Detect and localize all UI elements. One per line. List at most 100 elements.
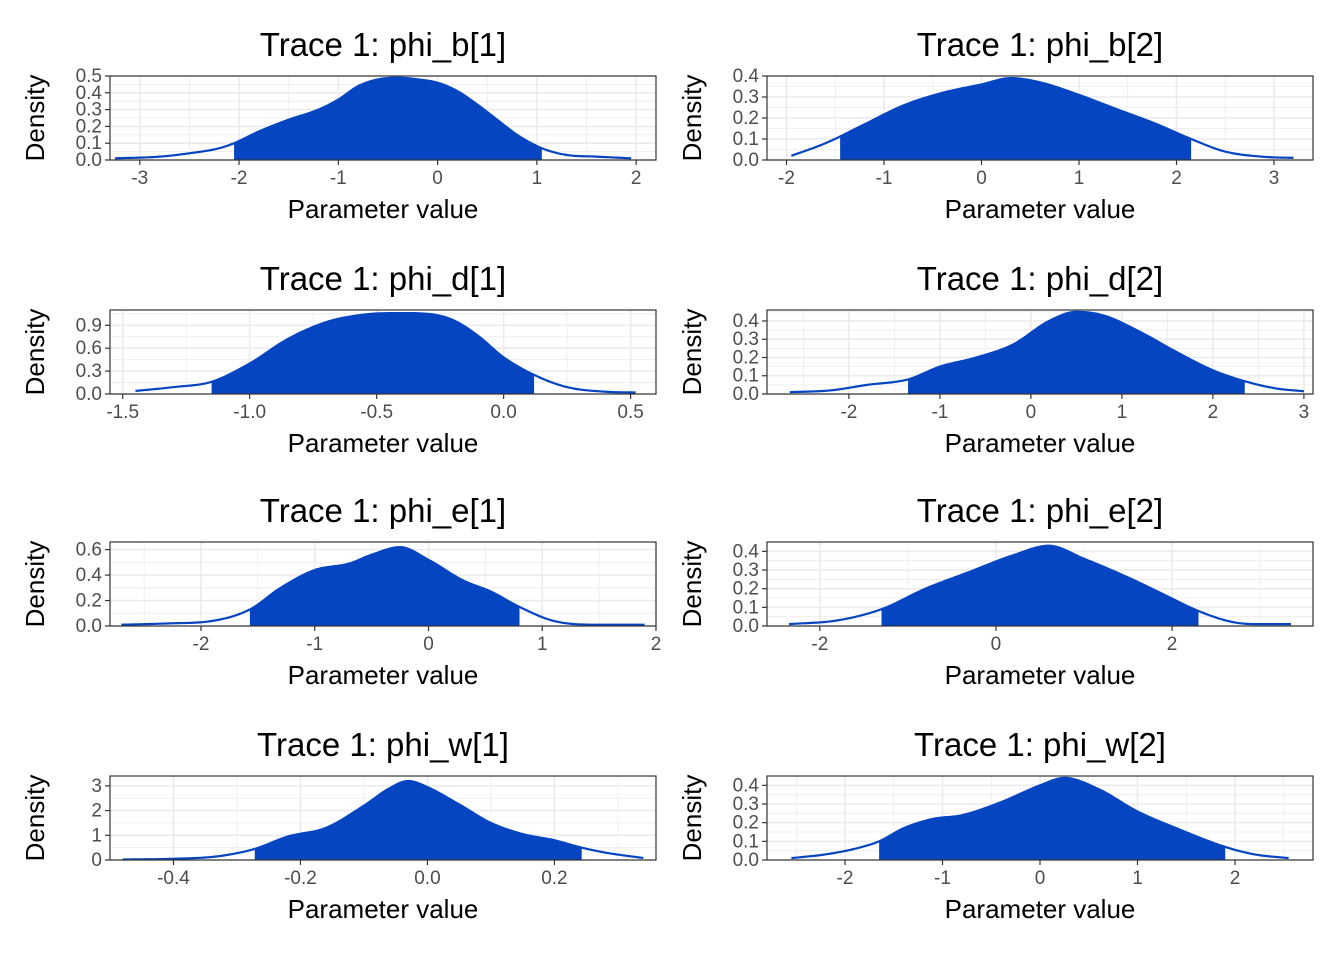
credible-interval-area [908, 311, 1245, 394]
y-axis-title: Density [677, 541, 707, 628]
x-tick-label: 2 [651, 634, 662, 655]
y-axis-title: Density [677, 775, 707, 862]
panel-title: Trace 1: phi_w[1] [257, 726, 509, 763]
y-tick-label: 2 [91, 801, 102, 822]
x-tick-label: 1 [537, 634, 548, 655]
x-tick-label: 1 [532, 168, 543, 189]
x-tick-label: 0.2 [541, 868, 567, 889]
y-tick-label: 0.2 [733, 108, 759, 129]
x-tick-label: -2 [193, 634, 210, 655]
y-axis-title: Density [20, 75, 50, 162]
x-axis-title: Parameter value [288, 660, 479, 690]
x-tick-label: -0.2 [284, 868, 317, 889]
y-tick-label: 0.6 [76, 338, 102, 359]
x-tick-label: -1 [876, 168, 893, 189]
x-tick-label: 2 [631, 168, 642, 189]
x-tick-label: -1 [931, 402, 948, 423]
density-line [791, 776, 1289, 860]
density-line [121, 545, 645, 626]
credible-interval-area [211, 313, 535, 394]
x-tick-label: 1 [1132, 868, 1143, 889]
x-tick-label: -0.4 [157, 868, 190, 889]
y-tick-label: 0.3 [76, 100, 102, 121]
panel-border [766, 309, 1314, 395]
density-panel: Trace 1: phi_w[1] -0.4 -0.2 0.0 0.2 0 1 2 3 Param… [20, 726, 657, 924]
y-tick-label: 0.3 [733, 87, 759, 108]
x-tick-label: -1 [330, 168, 347, 189]
x-tick-label: 0 [991, 634, 1002, 655]
panel-title: Trace 1: phi_e[2] [917, 492, 1163, 529]
x-tick-label: 3 [1269, 168, 1280, 189]
y-tick-label: 0.1 [733, 366, 759, 387]
credible-interval-area [881, 545, 1199, 626]
x-tick-label: 0 [423, 634, 434, 655]
y-tick-label: 0.4 [733, 775, 760, 796]
density-line [788, 544, 1291, 626]
x-tick-label: -1 [306, 634, 323, 655]
y-tick-label: 0.2 [76, 116, 102, 137]
y-tick-label: 0.1 [733, 129, 759, 150]
x-tick-label: -1.5 [106, 402, 139, 423]
density-panel: Trace 1: phi_b[1]-3 -2 -1 0 1 20.00.10.20.30.… [20, 26, 657, 224]
x-tick-label: 1 [1117, 402, 1128, 423]
y-axis-title: Density [20, 541, 50, 628]
y-axis-title: Density [677, 309, 707, 396]
panel-border [766, 541, 1314, 627]
y-tick-label: 0.6 [76, 540, 102, 561]
x-tick-label: -2 [778, 168, 795, 189]
x-tick-label: 2 [1171, 168, 1182, 189]
x-tick-label: -1 [934, 868, 951, 889]
y-tick-label: 0 [91, 850, 102, 871]
y-tick-label: 0.3 [76, 361, 102, 382]
x-tick-label: 0.5 [617, 402, 643, 423]
y-axis-title: Density [677, 75, 707, 162]
density-panel: Trace 1: phi_b[2] -2 -1 0 1 2 3 0.00.10.20.30.4… [677, 26, 1314, 224]
x-axis-title: Parameter value [288, 894, 479, 924]
panel-border [109, 309, 657, 395]
x-tick-label: -3 [131, 168, 148, 189]
y-tick-label: 0.9 [76, 315, 102, 336]
panel-title: Trace 1: phi_d[2] [917, 260, 1163, 297]
x-tick-label: 0 [1026, 402, 1037, 423]
density-panel: Trace 1: phi_e[2] -2 0 2 0.00.10.20.30.4 Para… [677, 492, 1314, 690]
x-tick-label: 2 [1230, 868, 1241, 889]
y-tick-label: 0.1 [76, 133, 102, 154]
y-tick-label: 0.2 [76, 591, 102, 612]
x-tick-label: 0.0 [414, 868, 440, 889]
x-tick-label: 0 [432, 168, 443, 189]
density-panel: Trace 1: phi_d[1]-1.5 -1.0 -0.5 0.0 0.50.00.… [20, 260, 657, 458]
x-tick-label: 2 [1167, 634, 1178, 655]
y-tick-label: 0.0 [733, 616, 759, 637]
density-line [791, 76, 1294, 159]
x-tick-label: -2 [231, 168, 248, 189]
x-axis-title: Parameter value [945, 660, 1136, 690]
credible-interval-area [234, 77, 542, 160]
x-tick-label: 1 [1074, 168, 1085, 189]
y-tick-label: 0.0 [76, 150, 102, 171]
y-tick-label: 0.1 [733, 597, 759, 618]
y-tick-label: 0.3 [733, 560, 759, 581]
panel-title: Trace 1: phi_b[1] [260, 26, 506, 63]
panel-title: Trace 1: phi_d[1] [260, 260, 506, 297]
panel-title: Trace 1: phi_b[2] [917, 26, 1163, 63]
y-tick-label: 0.1 [733, 831, 759, 852]
x-axis-title: Parameter value [945, 894, 1136, 924]
density-panel: Trace 1: phi_e[1] -2 -1 0 1 2 0.0 0.2 0.4 0.6 Para… [20, 492, 661, 690]
y-axis-title: Density [20, 309, 50, 396]
y-tick-label: 0.0 [733, 150, 759, 171]
x-axis-title: Parameter value [945, 194, 1136, 224]
y-tick-label: 0.0 [76, 384, 102, 405]
y-tick-label: 0.2 [733, 347, 759, 368]
panel-title: Trace 1: phi_e[1] [260, 492, 506, 529]
x-axis-title: Parameter value [288, 194, 479, 224]
y-tick-label: 0.0 [733, 384, 759, 405]
y-tick-label: 0.4 [733, 66, 760, 87]
x-tick-label: 0.0 [490, 402, 516, 423]
y-tick-label: 3 [91, 776, 102, 797]
y-axis-title: Density [20, 775, 50, 862]
y-tick-label: 0.0 [76, 616, 102, 637]
y-tick-label: 0.0 [733, 850, 759, 871]
y-tick-label: 0.3 [733, 794, 759, 815]
panel-border [109, 775, 657, 861]
